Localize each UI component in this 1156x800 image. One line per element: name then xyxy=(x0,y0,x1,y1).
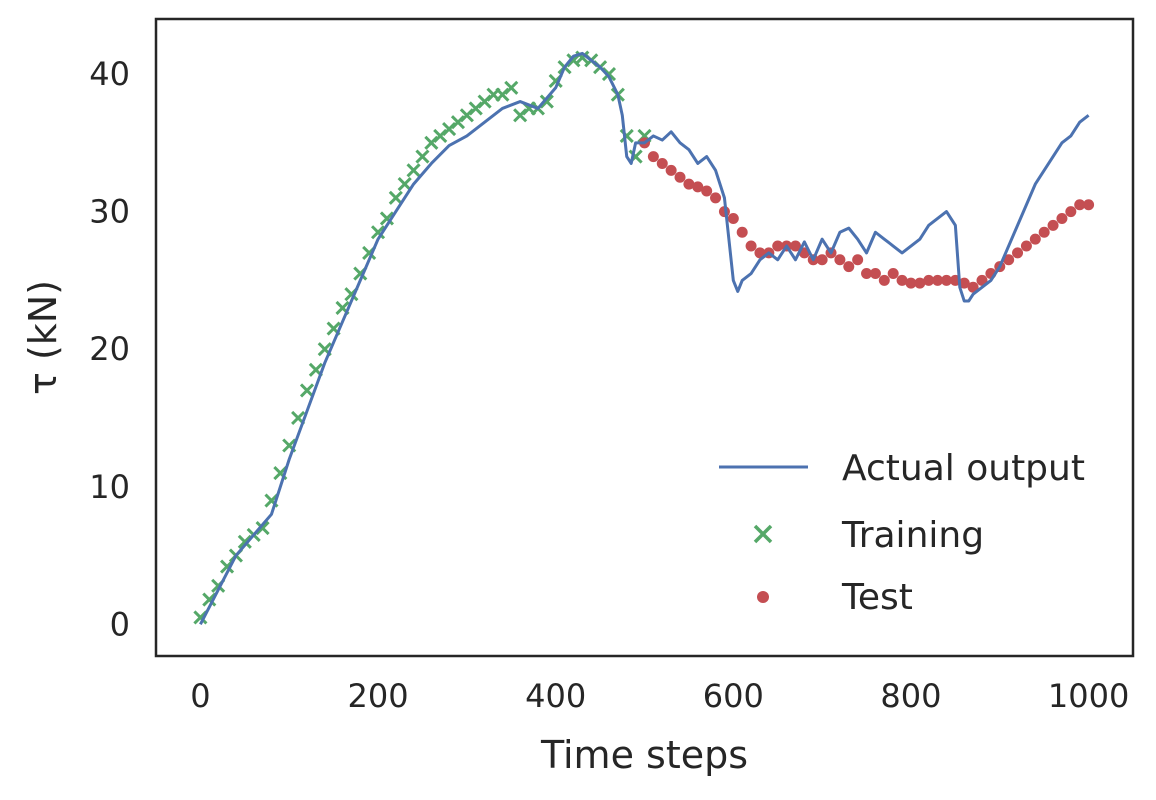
test-point xyxy=(1020,240,1032,252)
training-point xyxy=(619,128,634,144)
test-point xyxy=(843,261,855,273)
test-point xyxy=(1074,199,1086,211)
test-point xyxy=(861,268,873,280)
x-tick-label: 600 xyxy=(703,677,764,715)
training-point xyxy=(255,520,270,536)
test-point xyxy=(1056,212,1068,224)
test-point xyxy=(816,254,828,266)
test-point xyxy=(683,178,695,190)
test-point xyxy=(789,240,801,252)
test-point xyxy=(674,171,686,183)
x-tick-label: 400 xyxy=(525,677,586,715)
training-point xyxy=(539,94,554,109)
test-point xyxy=(914,277,926,289)
training-point xyxy=(406,163,421,178)
training-point xyxy=(202,592,217,607)
test-point xyxy=(1083,199,1095,211)
y-tick-label: 10 xyxy=(89,468,130,506)
legend-label-training: Training xyxy=(841,515,984,556)
test-point xyxy=(905,277,917,289)
test-point xyxy=(887,268,899,280)
test-point xyxy=(852,254,864,266)
y-tick-label: 30 xyxy=(89,193,130,231)
y-axis-label: τ (kN) xyxy=(21,280,65,395)
test-point xyxy=(967,281,979,293)
y-tick-label: 0 xyxy=(110,605,130,643)
test-point xyxy=(834,254,846,266)
x-tick-label: 200 xyxy=(348,677,409,715)
x-tick-label: 800 xyxy=(880,677,941,715)
test-point xyxy=(896,274,908,286)
series-line-actual-output xyxy=(199,51,1090,626)
test-point xyxy=(647,151,659,163)
test-point xyxy=(1003,254,1015,266)
legend-marker-test xyxy=(757,591,769,603)
test-point xyxy=(869,268,881,280)
test-point xyxy=(745,240,757,252)
y-tick-label: 20 xyxy=(89,330,130,368)
test-point xyxy=(878,274,890,286)
training-point xyxy=(388,190,403,205)
legend-label-actual-output: Actual output xyxy=(842,448,1085,489)
test-point xyxy=(727,212,739,224)
y-tick-label: 40 xyxy=(89,55,130,93)
test-point xyxy=(1029,233,1041,245)
test-point xyxy=(736,226,748,238)
plot-frame xyxy=(154,17,1135,658)
test-point xyxy=(1047,219,1059,231)
training-point xyxy=(415,149,430,164)
training-point xyxy=(397,177,412,192)
test-point xyxy=(932,274,944,286)
legend-marker-training xyxy=(753,524,773,544)
legend: Actual output Training Test xyxy=(719,448,1085,618)
test-point xyxy=(772,240,784,252)
x-tick-label: 0 xyxy=(190,677,210,715)
test-point xyxy=(710,192,722,204)
test-point xyxy=(665,164,677,176)
test-point xyxy=(1012,247,1024,259)
x-axis-label: Time steps xyxy=(540,733,748,777)
training-point xyxy=(299,383,315,398)
legend-label-test: Test xyxy=(841,577,913,618)
test-point xyxy=(923,274,935,286)
training-point xyxy=(504,80,519,95)
test-point xyxy=(976,274,988,286)
test-point xyxy=(701,185,713,197)
test-point xyxy=(692,181,704,193)
training-point xyxy=(370,225,386,240)
training-point xyxy=(601,66,617,82)
test-point xyxy=(754,247,766,259)
test-point xyxy=(940,274,952,286)
training-point xyxy=(379,211,394,226)
x-tick-label: 1000 xyxy=(1048,677,1129,715)
test-point xyxy=(656,157,668,169)
test-point xyxy=(1065,206,1077,218)
test-point xyxy=(958,277,970,289)
test-point xyxy=(1038,226,1050,238)
